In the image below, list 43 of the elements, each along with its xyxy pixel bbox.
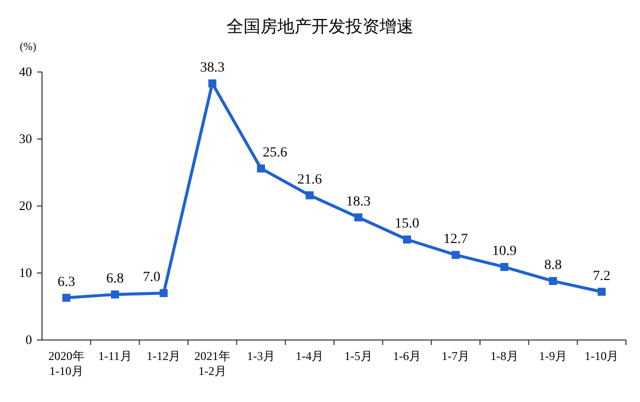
y-axis-title: (%)	[20, 41, 37, 53]
point	[306, 191, 314, 200]
data-label: 8.8	[544, 258, 562, 274]
data-label: 6.8	[106, 271, 124, 286]
x-tick-label: 1-12月	[146, 349, 181, 363]
x-tick-label: 1-4月	[296, 349, 324, 363]
y-tick-label: 0	[26, 332, 32, 347]
data-label: 21.6	[297, 172, 322, 188]
y-tick-label: 40	[19, 64, 32, 79]
x-tick-label: 2020年 1-10月	[48, 349, 84, 378]
x-tick-label: 1-8月	[490, 349, 518, 363]
point	[111, 290, 119, 298]
point	[354, 213, 362, 222]
data-label: 6.3	[58, 274, 76, 290]
x-tick-label: 1-6月	[393, 349, 421, 363]
x-tick-label: 1-3月	[247, 349, 275, 363]
point	[452, 250, 460, 259]
y-tick-label: 20	[19, 198, 32, 213]
point	[62, 294, 70, 302]
point	[208, 79, 216, 88]
data-label: 18.3	[346, 194, 371, 210]
x-tick-label: 2021年 1-2月	[194, 349, 230, 378]
x-tick-label: 1-9月	[539, 349, 567, 363]
data-label: 7.2	[592, 268, 610, 284]
point	[160, 289, 168, 298]
chart-title: 全国房地产开发投资增速	[226, 17, 414, 36]
data-label: 10.9	[492, 244, 517, 259]
x-tick-label: 1-11月	[98, 349, 132, 363]
point	[549, 277, 557, 286]
x-tick-label: 1-10月	[584, 349, 619, 363]
data-label: 38.3	[200, 60, 225, 76]
point	[257, 164, 265, 172]
x-tick-label: 1-5月	[344, 349, 372, 363]
x-tick-label: 1-7月	[442, 349, 470, 363]
y-tick-label: 30	[19, 131, 32, 146]
data-label: 7.0	[142, 270, 160, 286]
point	[403, 236, 411, 244]
data-label: 15.0	[394, 216, 420, 232]
data-label: 12.7	[443, 232, 468, 247]
point	[598, 288, 606, 296]
y-tick-label: 10	[19, 265, 32, 280]
data-label: 25.6	[262, 145, 288, 160]
point	[500, 262, 508, 271]
